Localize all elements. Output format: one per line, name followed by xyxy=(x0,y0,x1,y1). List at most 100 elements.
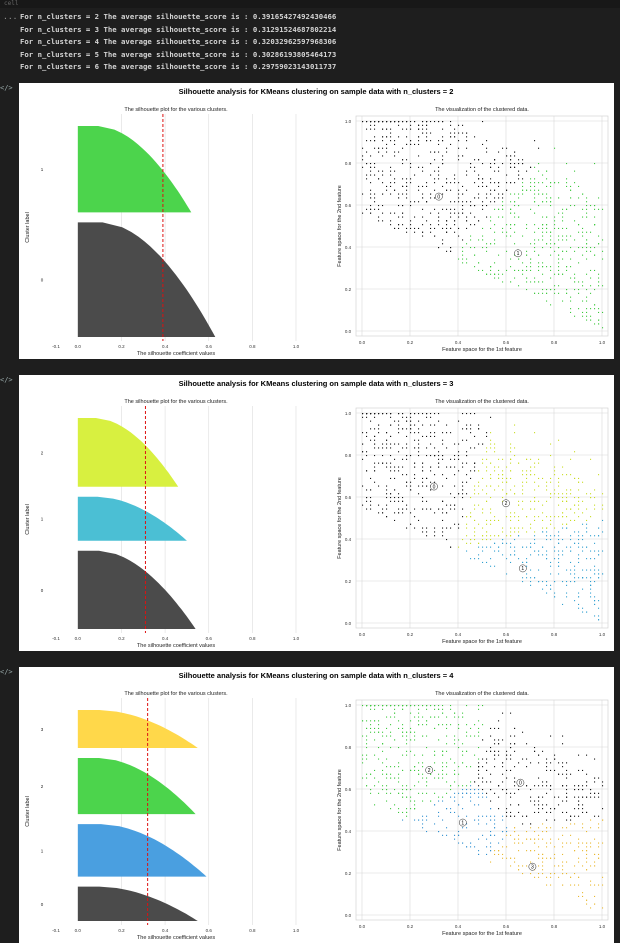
scatter-point xyxy=(566,785,568,787)
scatter-point xyxy=(514,201,516,203)
scatter-point xyxy=(526,850,528,852)
scatter-point xyxy=(550,455,552,457)
scatter-point xyxy=(542,239,544,241)
cluster-center-marker xyxy=(516,778,525,787)
scatter-point xyxy=(362,762,364,764)
scatter-point xyxy=(490,539,492,541)
scatter-point xyxy=(514,447,516,449)
scatter-point xyxy=(398,420,400,422)
scatter-point xyxy=(502,197,504,199)
scatter-point xyxy=(518,558,520,560)
scatter-point xyxy=(534,292,536,294)
scatter-point xyxy=(554,227,556,229)
scatter-point xyxy=(402,212,404,214)
scatter-point xyxy=(550,185,552,187)
scatter-point xyxy=(422,128,424,130)
scatter-point xyxy=(586,289,588,291)
scatter-point xyxy=(386,800,388,802)
scatter-point xyxy=(514,531,516,533)
scatter-point xyxy=(374,462,376,464)
scatter-point xyxy=(598,815,600,817)
scatter-frame xyxy=(355,699,609,921)
scatter-point xyxy=(406,504,408,506)
scatter-point xyxy=(430,443,432,445)
scatter-point xyxy=(442,527,444,529)
silhouette-cluster-3 xyxy=(77,710,198,749)
scatter-point xyxy=(374,163,376,165)
scatter-point xyxy=(518,850,520,852)
scatter-point xyxy=(538,554,540,556)
scatter-point xyxy=(394,458,396,460)
scatter-point xyxy=(546,201,548,203)
output-collapse-toggle[interactable]: ... xyxy=(3,12,18,21)
scatter-point xyxy=(502,163,504,165)
code-output-icon[interactable]: </> xyxy=(0,84,13,92)
scatter-point xyxy=(490,800,492,802)
scatter-point xyxy=(486,458,488,460)
scatter-point xyxy=(418,769,420,771)
figure-n3: Silhouette analysis for KMeans clusterin… xyxy=(25,379,609,649)
scatter-point xyxy=(506,811,508,813)
code-output-icon[interactable]: </> xyxy=(0,376,13,384)
scatter-point xyxy=(374,754,376,756)
scatter-point xyxy=(474,504,476,506)
scatter-point xyxy=(546,831,548,833)
scatter-point xyxy=(398,727,400,729)
scatter-point xyxy=(418,455,420,457)
code-output-icon[interactable]: </> xyxy=(0,668,13,676)
scatter-point xyxy=(598,311,600,313)
silhouette-x-tick: -0.1 xyxy=(52,344,60,349)
scatter-point xyxy=(478,197,480,199)
scatter-point xyxy=(546,243,548,245)
silhouette-x-tick: -0.1 xyxy=(52,928,60,933)
scatter-y-tick: 1.0 xyxy=(345,703,352,708)
scatter-point xyxy=(386,716,388,718)
scatter-point xyxy=(522,731,524,733)
scatter-point xyxy=(446,208,448,210)
scatter-point xyxy=(554,808,556,810)
scatter-point xyxy=(478,819,480,821)
cell-tab[interactable]: cell xyxy=(4,0,19,7)
scatter-point xyxy=(386,185,388,187)
scatter-point xyxy=(450,705,452,707)
scatter-point xyxy=(426,140,428,142)
scatter-point xyxy=(554,846,556,848)
scatter-point xyxy=(446,447,448,449)
scatter-point xyxy=(470,413,472,415)
scatter-point xyxy=(498,474,500,476)
scatter-point xyxy=(422,124,424,126)
scatter-point xyxy=(526,516,528,518)
scatter-point xyxy=(538,500,540,502)
scatter-point xyxy=(562,258,564,260)
scatter-point xyxy=(490,447,492,449)
scatter-point xyxy=(470,789,472,791)
scatter-point xyxy=(394,804,396,806)
scatter-point xyxy=(494,850,496,852)
scatter-point xyxy=(446,781,448,783)
scatter-x-tick: 0.8 xyxy=(551,632,558,637)
scatter-point xyxy=(362,758,364,760)
scatter-point xyxy=(510,747,512,749)
scatter-point xyxy=(550,565,552,567)
scatter-point xyxy=(538,804,540,806)
scatter-point xyxy=(526,743,528,745)
scatter-point xyxy=(582,811,584,813)
scatter-point xyxy=(554,292,556,294)
scatter-point xyxy=(574,531,576,533)
scatter-point xyxy=(454,220,456,222)
scatter-point xyxy=(486,769,488,771)
scatter-point xyxy=(414,731,416,733)
scatter-point xyxy=(570,546,572,548)
scatter-point xyxy=(430,224,432,226)
scatter-point xyxy=(482,815,484,817)
scatter-point xyxy=(386,136,388,138)
scatter-point xyxy=(378,432,380,434)
scatter-point xyxy=(374,731,376,733)
scatter-point xyxy=(410,808,412,810)
scatter-point xyxy=(518,269,520,271)
scatter-point xyxy=(474,205,476,207)
scatter-point xyxy=(450,201,452,203)
scatter-point xyxy=(542,519,544,521)
scatter-point xyxy=(442,819,444,821)
scatter-point xyxy=(478,262,480,264)
